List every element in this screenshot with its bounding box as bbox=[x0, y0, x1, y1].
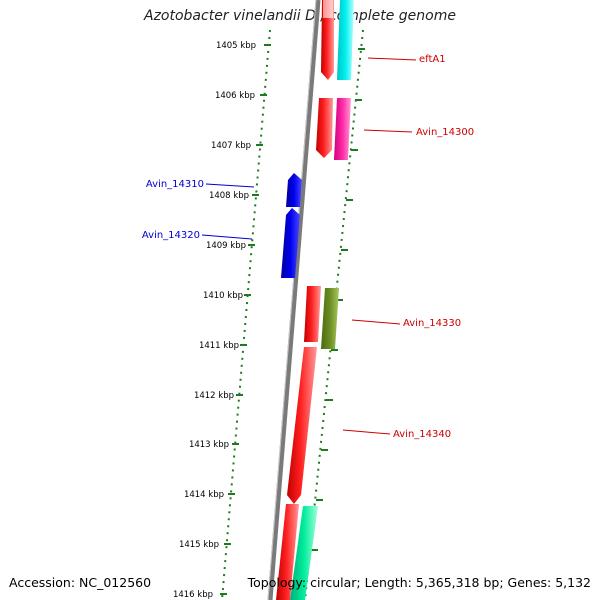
accession-label: Accession: NC_012560 bbox=[9, 575, 152, 590]
genome-backbone bbox=[267, 0, 321, 600]
scale-label: 1415 kbp bbox=[179, 540, 219, 550]
scale-label: 1411 kbp bbox=[199, 341, 239, 351]
topology-label: Topology: circular; Length: 5,365,318 bp… bbox=[247, 575, 591, 590]
scale-label: 1408 kbp bbox=[209, 191, 249, 201]
map-title: Azotobacter vinelandii DJ, complete geno… bbox=[144, 8, 456, 24]
gene-label-avin14320[interactable]: Avin_14320 bbox=[142, 230, 200, 241]
scale-label: 1410 kbp bbox=[203, 291, 243, 301]
gene-label-avin14310[interactable]: Avin_14310 bbox=[146, 179, 204, 190]
avin14310-leader bbox=[205, 183, 255, 188]
outer-scale-track bbox=[304, 29, 364, 600]
avin14320-leader bbox=[201, 234, 253, 240]
gene-eftA1-top[interactable] bbox=[323, 0, 333, 18]
avin14300-leader bbox=[363, 129, 413, 133]
scale-label: 1416 kbp bbox=[173, 590, 213, 600]
scale-label: 1414 kbp bbox=[184, 490, 224, 500]
scale-label: 1409 kbp bbox=[206, 241, 246, 251]
gene-avin14330-category[interactable] bbox=[321, 288, 339, 349]
gene-avin14340[interactable] bbox=[287, 347, 317, 504]
gene-label-avin14340[interactable]: Avin_14340 bbox=[393, 429, 451, 440]
scale-label: 1412 kbp bbox=[194, 391, 234, 401]
scale-label: 1413 kbp bbox=[189, 440, 229, 450]
gene-label-eftA1[interactable]: eftA1 bbox=[419, 54, 446, 65]
gene-avin14310[interactable] bbox=[286, 173, 302, 207]
scale-label: 1407 kbp bbox=[211, 141, 251, 151]
avin14330-leader bbox=[351, 319, 401, 325]
gene-next-category[interactable] bbox=[290, 506, 318, 600]
gene-next-red[interactable] bbox=[276, 504, 299, 600]
gene-label-avin14330[interactable]: Avin_14330 bbox=[403, 318, 461, 329]
inner-scale-track bbox=[221, 29, 271, 600]
avin14340-leader bbox=[342, 429, 391, 435]
gene-avin14300[interactable] bbox=[316, 98, 333, 158]
gene-eftA1-category[interactable] bbox=[337, 0, 354, 80]
scale-label: 1406 kbp bbox=[215, 91, 255, 101]
gene-eftA1[interactable] bbox=[321, 0, 334, 80]
gene-avin14300-category[interactable] bbox=[334, 98, 351, 160]
scale-label: 1405 kbp bbox=[216, 41, 256, 51]
gene-avin14320[interactable] bbox=[281, 208, 300, 278]
gene-avin14330[interactable] bbox=[304, 286, 321, 342]
eftA1-leader bbox=[367, 57, 417, 61]
gene-label-avin14300[interactable]: Avin_14300 bbox=[416, 127, 474, 138]
